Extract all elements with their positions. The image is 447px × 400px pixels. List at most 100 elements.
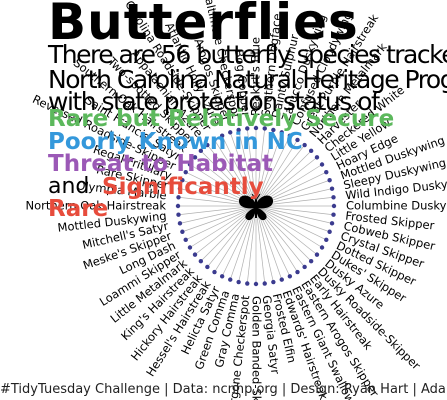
connector-line (238, 205, 257, 283)
connector-line (255, 205, 274, 283)
species-dot (176, 195, 181, 200)
species-dot (192, 252, 198, 257)
category-rare: Rare (48, 196, 109, 222)
connector-line (194, 205, 257, 255)
species-dot (319, 162, 325, 167)
species-dot (327, 229, 332, 234)
chart-title: Butterflies (48, 0, 359, 51)
connector-line (221, 135, 257, 207)
connector-line (255, 205, 327, 241)
connector-line (255, 129, 274, 207)
species-dot (228, 130, 233, 135)
species-label: Northern Oak Hairstreak (26, 199, 167, 213)
species-dot (331, 195, 336, 200)
species-dot (198, 148, 204, 154)
connector-line (182, 205, 257, 233)
species-dot (183, 169, 188, 175)
subtitle-line-2: North Carolina Natural Heritage Program (48, 65, 447, 94)
species-dot (327, 178, 332, 183)
connector-line (255, 205, 330, 233)
subtitle-line-3: with state protection status of (48, 87, 380, 116)
species-dot (295, 269, 300, 275)
species-dot (314, 252, 320, 257)
connector-line (214, 139, 257, 207)
species-dot (329, 221, 335, 226)
species-dot (236, 279, 241, 285)
species-dot (176, 212, 181, 217)
connector-line (178, 205, 257, 216)
connector-line (255, 205, 323, 248)
species-dot (177, 186, 183, 191)
subtitle-line-1: There are 56 butterfly species tracked b… (48, 40, 447, 69)
species-label: Golden Banded-Skipper (250, 296, 264, 400)
species-dot (198, 258, 204, 264)
connector-line (255, 205, 333, 224)
species-dot (262, 281, 267, 286)
species-dot (331, 212, 336, 217)
species-dot (180, 178, 185, 183)
category-significantly: Significantly (102, 174, 264, 200)
connector-line (255, 205, 318, 255)
species-label: Reakirt's Blue (249, 37, 263, 116)
category-relatively-secure: Rare but Relatively Secure (48, 106, 395, 132)
category-and: and (48, 174, 90, 199)
species-dot (279, 277, 284, 282)
connector-line (255, 132, 283, 207)
species-dot (212, 137, 217, 143)
species-dot (187, 245, 193, 250)
species-dot (302, 142, 307, 148)
species-dot (271, 127, 276, 133)
connector-line (179, 205, 257, 224)
species-dot (308, 148, 314, 154)
species-dot (187, 162, 193, 167)
species-dot (271, 279, 276, 285)
species-dot (245, 281, 250, 286)
species-dot (236, 127, 241, 133)
species-dot (245, 126, 250, 131)
species-dot (314, 155, 320, 160)
species-dot (287, 133, 293, 138)
species-dot (175, 203, 181, 209)
species-dot (329, 186, 335, 191)
butterfly-icon (238, 193, 274, 221)
credit-line: #TidyTuesday Challenge | Data: ncnhp.org… (0, 382, 447, 397)
species-dot (279, 130, 284, 135)
species-dot (331, 203, 337, 209)
species-dot (219, 133, 225, 138)
species-dot (253, 125, 259, 131)
species-label: Columbine Duskywing (346, 199, 447, 213)
species-dot (253, 281, 259, 287)
connector-line (246, 128, 257, 207)
category-threat-to-habitat: Threat to Habitat (48, 151, 273, 177)
connector-line (255, 205, 266, 284)
connector-line (255, 139, 298, 207)
species-dot (180, 229, 185, 234)
species-dot (183, 237, 188, 243)
species-dot (319, 245, 325, 250)
connector-line (255, 135, 291, 207)
species-dot (295, 137, 300, 143)
species-dot (205, 142, 210, 148)
connector-line (238, 129, 257, 207)
connector-line (189, 205, 257, 248)
species-dot (192, 155, 198, 160)
connector-line (185, 205, 257, 241)
species-dot (177, 221, 183, 226)
connector-line (255, 128, 266, 207)
species-dot (287, 274, 293, 279)
connector-line (229, 132, 257, 207)
species-dot (205, 264, 210, 270)
species-dot (308, 258, 314, 264)
species-dot (212, 269, 217, 275)
species-dot (228, 277, 233, 282)
connector-line (246, 205, 257, 284)
species-dot (324, 237, 329, 243)
connector-line (255, 205, 334, 216)
species-dot (324, 169, 329, 175)
species-dot (262, 126, 267, 131)
species-dot (219, 274, 225, 279)
species-dot (302, 264, 307, 270)
species-dots (175, 125, 337, 287)
category-poorly-known: Poorly Known in NC (48, 129, 303, 155)
